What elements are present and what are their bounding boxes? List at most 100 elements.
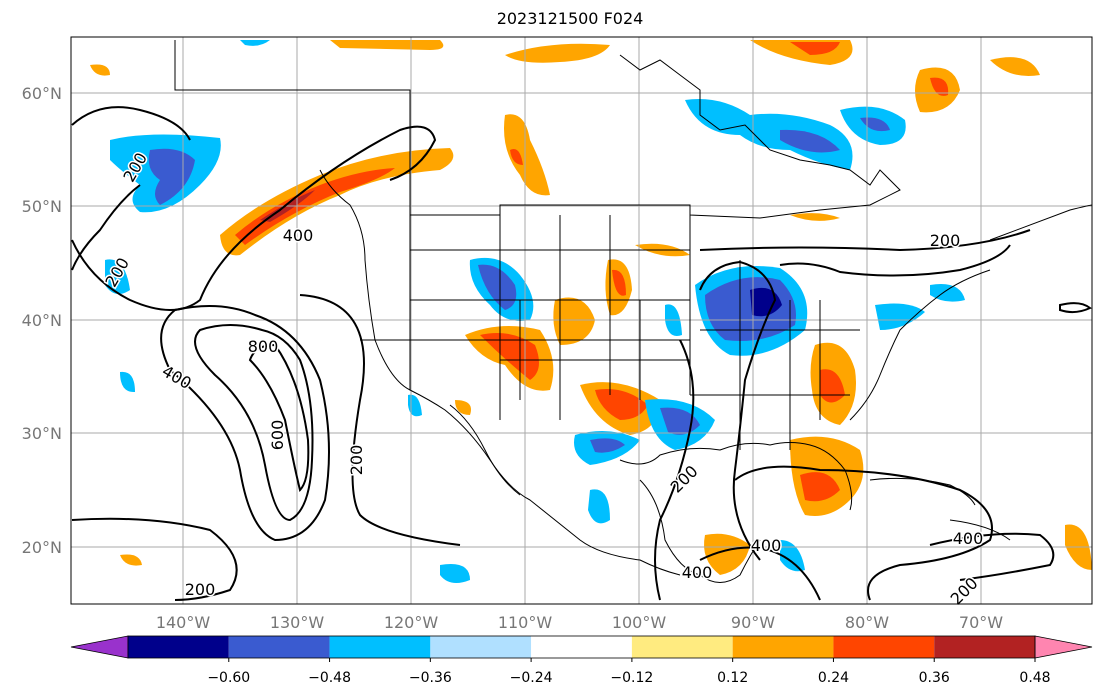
lat-tick-label: 20°N <box>22 538 62 557</box>
coastline <box>319 169 681 576</box>
colorbar-swatch <box>430 636 532 658</box>
field-negative <box>875 303 925 330</box>
contour-line <box>929 532 1055 581</box>
colorbar-tick-label: 0.48 <box>1019 670 1050 686</box>
field-positive <box>553 297 595 345</box>
longitude-axis: 140°W 130°W 120°W 110°W 100°W 90°W 80°W 70°W <box>156 613 1003 632</box>
coastline-layer <box>174 40 1093 583</box>
contour-line <box>654 339 695 601</box>
colorbar-extend-low <box>70 635 129 659</box>
field-positive <box>510 149 523 165</box>
contour-label: 400 <box>283 226 314 245</box>
colorbar-swatch <box>128 636 229 658</box>
coastline <box>869 477 976 506</box>
contour-line <box>71 125 437 311</box>
coastline <box>639 479 761 583</box>
colorbar-tick-label: −0.24 <box>510 670 553 686</box>
field-positive <box>790 213 840 221</box>
field-positive <box>235 168 395 245</box>
field-positive <box>990 57 1040 76</box>
field-negative <box>440 564 470 584</box>
lat-tick-label: 60°N <box>22 84 62 103</box>
field-negative <box>780 129 840 153</box>
field-positive <box>90 64 110 76</box>
field-positive <box>505 43 610 63</box>
lon-tick-label: 90°W <box>731 613 775 632</box>
lon-tick-label: 110°W <box>498 613 553 632</box>
contour-line <box>1059 302 1092 314</box>
lon-tick-label: 120°W <box>384 613 439 632</box>
field-negative <box>590 438 625 453</box>
contour-label: 400 <box>751 536 782 555</box>
contour-label: 400 <box>682 563 713 582</box>
contour-line <box>194 324 314 522</box>
contour-line <box>779 244 1011 277</box>
field-negative <box>478 264 517 310</box>
colorbar-swatch <box>934 636 1035 658</box>
colorbar-swatch <box>531 636 632 658</box>
field-negative <box>930 284 965 302</box>
field-positive <box>330 40 444 50</box>
lon-tick-label: 100°W <box>612 613 667 632</box>
lat-tick-label: 30°N <box>22 424 62 443</box>
field-positive <box>480 332 539 380</box>
contour-line <box>71 106 191 141</box>
field-negative <box>780 540 805 572</box>
contour-line <box>160 305 330 542</box>
field-negative <box>685 99 853 170</box>
colorbar-tick-label: −0.12 <box>610 670 653 686</box>
contour-layer <box>71 106 1092 601</box>
coastline <box>989 204 1093 241</box>
colorbar-tick-label: −0.60 <box>207 670 250 686</box>
colorbar-tick-label: −0.48 <box>308 670 351 686</box>
map-frame <box>70 36 1093 605</box>
field-positive <box>220 148 454 256</box>
state-lines <box>519 300 860 400</box>
latitude-axis: 60°N 50°N 40°N 30°N 20°N <box>22 84 62 557</box>
contour-label: 800 <box>248 337 279 356</box>
contour-label: 400 <box>953 529 984 548</box>
lon-tick-label: 140°W <box>156 613 211 632</box>
contour-line <box>699 260 777 561</box>
field-positive <box>790 42 840 55</box>
state-lines <box>360 215 850 450</box>
field-positive <box>595 389 648 420</box>
colorbar-tick-label: 0.36 <box>919 670 950 686</box>
field-negative <box>105 259 130 294</box>
coastline <box>849 269 991 421</box>
map-title: 2023121500 F024 <box>496 9 644 28</box>
field-positive <box>820 369 845 403</box>
colorbar: −0.60 −0.48 −0.36 −0.24 −0.12 0.12 0.24 0.36 0.4… <box>70 635 1093 686</box>
contour-line <box>299 294 461 546</box>
contour-line <box>734 465 993 601</box>
coastline <box>449 404 521 496</box>
contour-label: 600 <box>268 420 287 451</box>
field-negative <box>240 40 270 46</box>
lat-tick-label: 40°N <box>22 311 62 330</box>
colorbar-tick-label: 0.12 <box>717 670 748 686</box>
contour-line <box>248 343 310 492</box>
field-positive <box>455 400 471 415</box>
lat-tick-label: 50°N <box>22 197 62 216</box>
field-negative <box>705 277 796 341</box>
coastline <box>949 519 1011 541</box>
field-positive <box>504 114 550 196</box>
field-negative <box>120 371 135 393</box>
colorbar-swatch <box>329 636 431 658</box>
contour-label: 200 <box>930 231 961 250</box>
field-negative <box>588 489 610 524</box>
lon-tick-label: 80°W <box>845 613 889 632</box>
colorbar-swatch <box>631 636 733 658</box>
contour-line <box>71 517 238 601</box>
colorbar-tick-label: 0.24 <box>818 670 849 686</box>
colorbar-swatch <box>732 636 834 658</box>
field-positive <box>800 472 840 502</box>
field-positive <box>930 77 949 96</box>
lon-tick-label: 70°W <box>959 613 1003 632</box>
contour-label: 200 <box>185 580 216 599</box>
contour-label: 200 <box>347 445 366 476</box>
field-positive <box>120 554 142 566</box>
field-positive <box>612 269 626 296</box>
colorbar-swatch <box>833 636 935 658</box>
